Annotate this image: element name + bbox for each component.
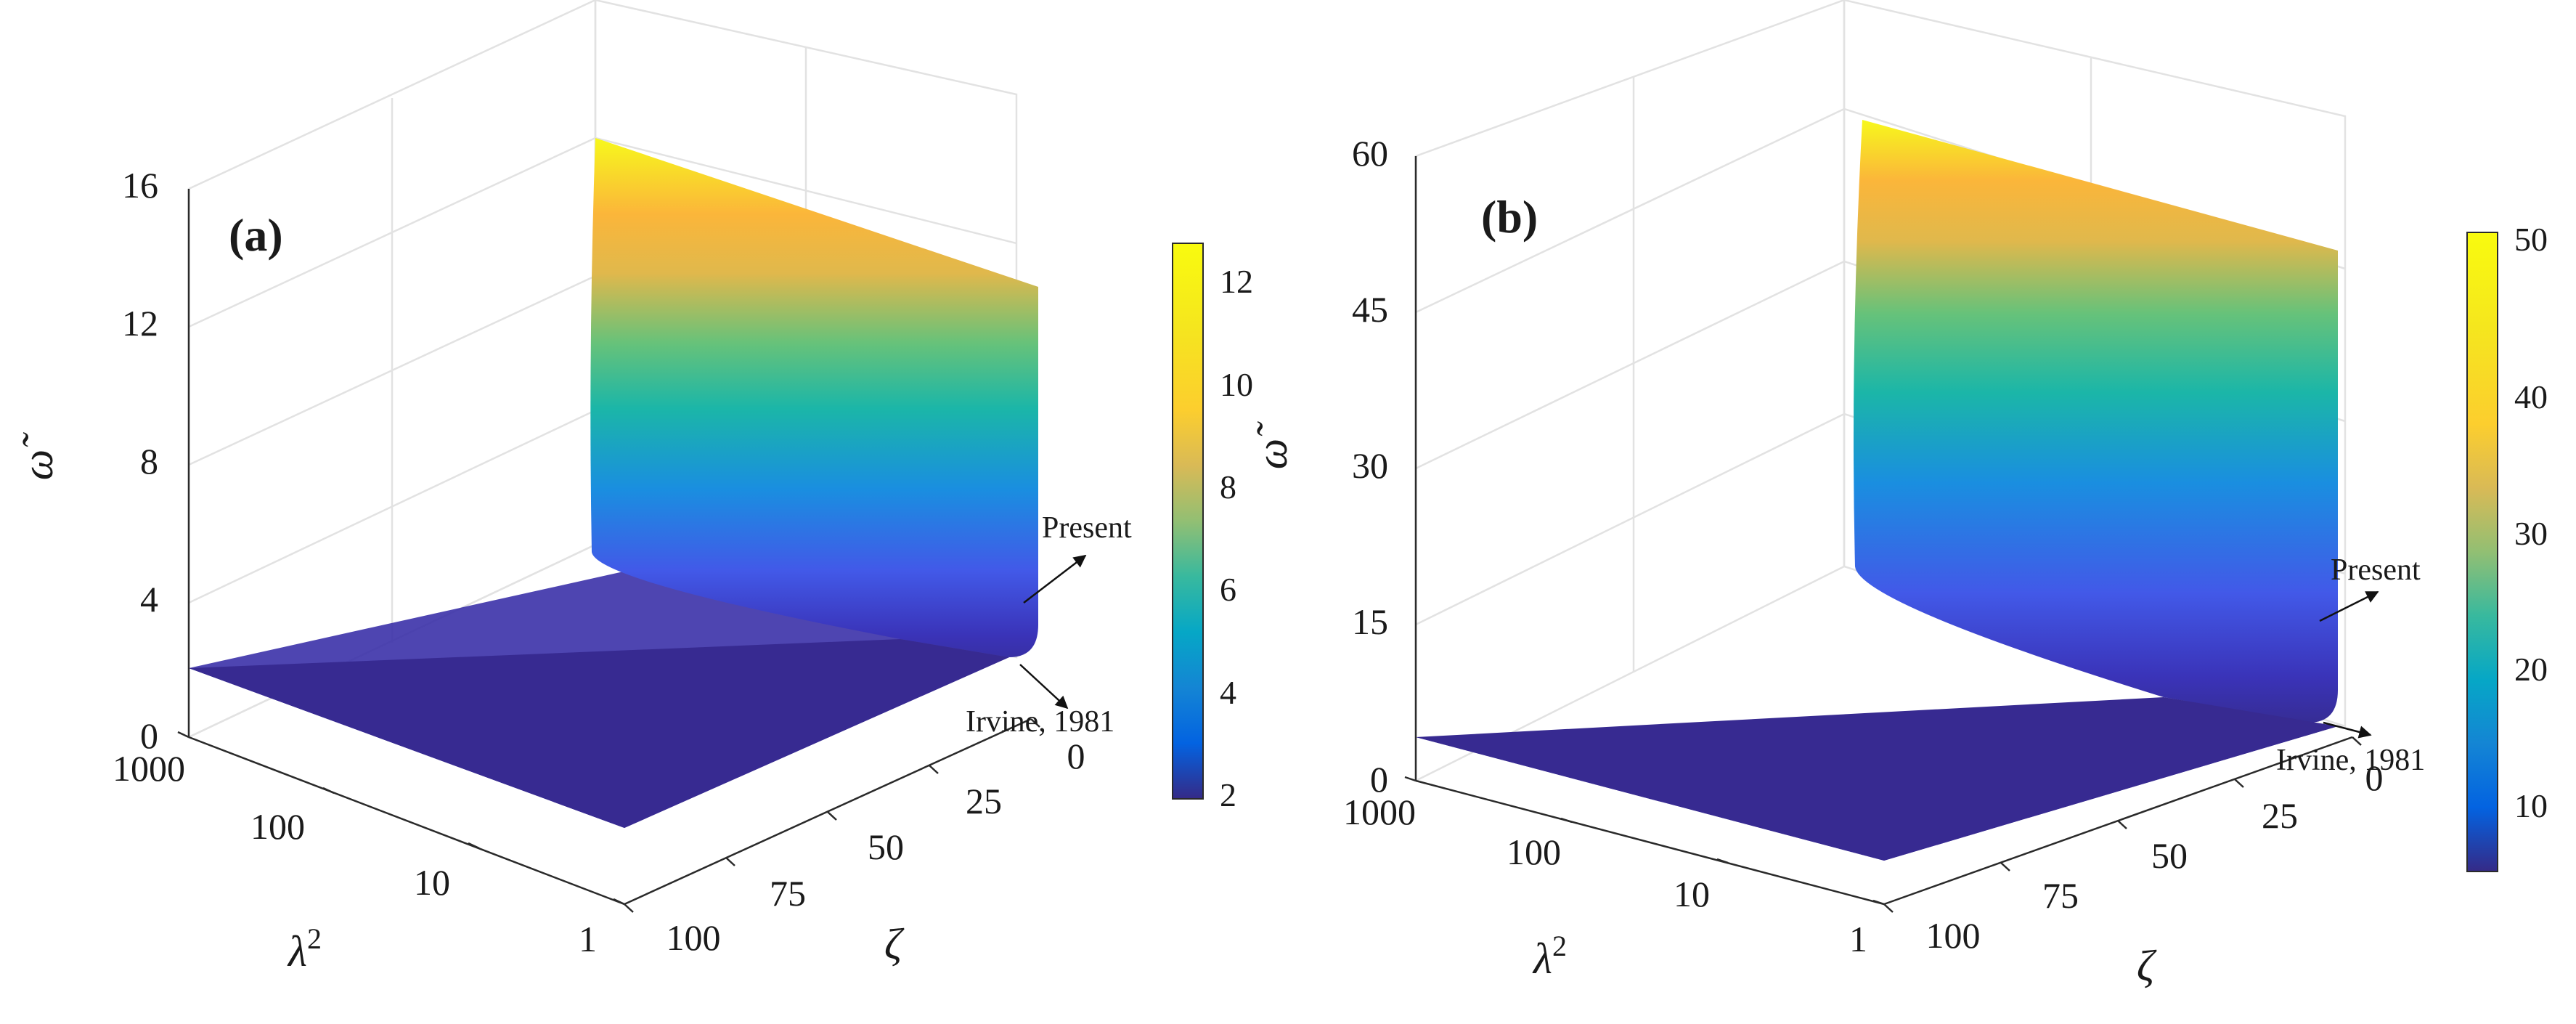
colorbar-tick-label: 2 [1220,776,1236,813]
irvine-label-b: Irvine, 1981 [2276,744,2425,777]
zeta-tick-label: 100 [1926,915,1981,956]
surface-floor-b-front [1416,697,2338,861]
lambda2-axis-label-a: λ2 [287,922,322,975]
colorbar-tick-label: 4 [1220,674,1236,711]
present-arrow-b [2319,590,2379,622]
zeta-tick-label: 50 [868,826,904,867]
panel-label-b: (b) [1481,191,1538,243]
zeta-ticks-b: 100 75 50 25 0 [1883,736,2384,956]
zeta-tick-label: 100 [667,917,721,958]
panel-b: 60 45 30 15 0 ω̃ 1000 100 10 1 λ2 100 [1248,0,2548,990]
colorbar-tick-label: 8 [1220,468,1236,505]
zeta-tick-label: 0 [1067,736,1085,776]
colorbar-a [1172,243,1204,800]
z-tick-label: 30 [1352,445,1388,486]
surface-wall-b [1853,120,2338,723]
colorbar-tick-label: 12 [1220,263,1253,300]
present-arrow-a [1023,554,1087,604]
lambda2-tick-label: 10 [1674,874,1710,914]
colorbar-tick-label: 50 [2514,221,2548,258]
lambda2-tick-label: 1000 [1343,792,1416,832]
zeta-axis-label-b: ζ [2137,942,2157,990]
z-tick-label: 45 [1352,289,1388,330]
zeta-tick-label: 25 [2262,795,2298,836]
zeta-tick-label: 50 [2151,835,2188,876]
surface-wall-a [590,138,1038,657]
z-ticks-b: 60 45 30 15 0 [1352,133,1388,800]
panel-a: 16 12 8 4 0 ω̃ 1000 100 10 1 λ2 1 [14,0,1253,975]
z-tick-label: 0 [140,715,158,756]
irvine-arrow-b [2323,721,2372,739]
zeta-axis-label-a: ζ [884,920,905,968]
lambda2-tick-label: 1 [579,919,597,959]
z-tick-label: 8 [140,441,158,481]
z-tick-label: 4 [140,579,158,619]
z-tick-label: 16 [122,165,158,206]
lambda2-axis-label-b: λ2 [1532,930,1567,983]
lambda2-ticks-a: 1000 100 10 1 [113,731,625,959]
present-label-a: Present [1042,511,1132,545]
z-tick-label: 60 [1352,133,1388,174]
lambda2-tick-label: 1000 [113,748,185,789]
z-axis-label-a: ω̃ [14,432,62,480]
irvine-label-a: Irvine, 1981 [966,705,1114,739]
colorbar-tick-label: 10 [2514,787,2548,824]
colorbar-ticks-b: 10 20 30 40 50 [2514,221,2548,824]
zeta-ticks-a: 100 75 50 25 0 [624,718,1085,958]
zeta-tick-label: 75 [770,873,806,914]
zeta-tick-label: 75 [2042,875,2079,916]
z-axis-label-b: ω̃ [1248,421,1296,469]
lambda2-tick-label: 1 [1849,919,1867,959]
z-tick-label: 0 [1370,759,1388,800]
irvine-arrow-a [1019,664,1069,710]
zeta-tick-label: 25 [966,781,1002,821]
zeta-tick-label: 0 [2365,757,2384,798]
lambda2-ticks-b: 1000 100 10 1 [1343,776,1885,959]
colorbar-tick-label: 20 [2514,651,2548,688]
z-ticks-a: 16 12 8 4 0 [122,165,158,756]
colorbar-tick-label: 30 [2514,515,2548,552]
lambda2-tick-label: 100 [1507,832,1561,872]
lambda2-tick-label: 100 [250,806,305,847]
lambda2-tick-label: 10 [414,862,450,903]
colorbar-tick-label: 6 [1220,571,1236,608]
surface-floor-a-front [189,639,1009,828]
z-tick-label: 15 [1352,601,1388,642]
colorbar-ticks-a: 2 4 6 8 10 12 [1220,263,1253,813]
panel-label-a: (a) [229,209,283,261]
present-label-b: Present [2331,553,2421,587]
colorbar-b [2466,232,2498,872]
colorbar-tick-label: 40 [2514,378,2548,415]
z-tick-label: 12 [122,303,158,344]
colorbar-tick-label: 10 [1220,366,1253,403]
